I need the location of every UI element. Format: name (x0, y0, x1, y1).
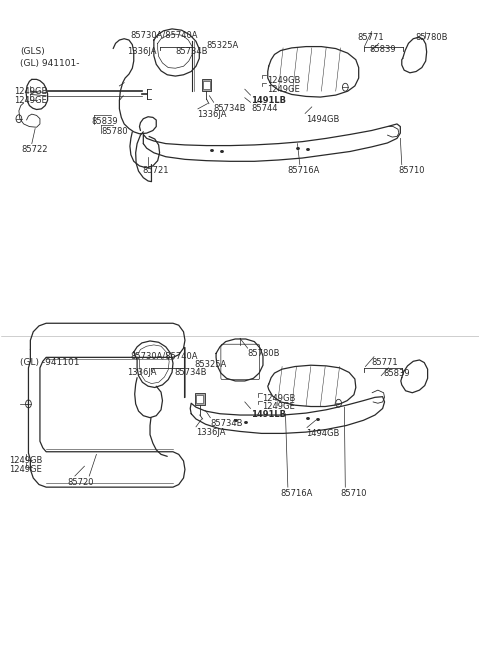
Text: 1491LB: 1491LB (252, 97, 287, 105)
Text: 85730A/85740A: 85730A/85740A (130, 30, 197, 39)
Text: 85716A: 85716A (281, 489, 313, 498)
Text: 85734B: 85734B (174, 368, 206, 377)
Text: 1494GB: 1494GB (306, 115, 339, 124)
Text: 1249GB: 1249GB (267, 76, 300, 85)
Text: 85325A: 85325A (206, 41, 239, 51)
Text: 1249GE: 1249GE (14, 96, 47, 104)
Text: 1249GB: 1249GB (9, 457, 43, 465)
Text: 85730A/85740A: 85730A/85740A (130, 351, 197, 361)
Text: 1494GB: 1494GB (306, 429, 339, 438)
Text: 85780: 85780 (101, 127, 128, 135)
Text: 1249GE: 1249GE (9, 465, 42, 474)
Text: 85734B: 85734B (214, 104, 246, 112)
Text: 85744: 85744 (252, 104, 278, 112)
Text: 85839: 85839 (369, 45, 396, 54)
Text: 85722: 85722 (21, 145, 48, 154)
Text: 85710: 85710 (398, 166, 424, 175)
Text: 85716A: 85716A (288, 166, 320, 175)
FancyBboxPatch shape (221, 344, 260, 380)
Text: (GL) -941101: (GL) -941101 (20, 358, 79, 367)
Text: (GLS)
(GL) 941101-: (GLS) (GL) 941101- (20, 47, 79, 68)
Text: 85839: 85839 (384, 369, 410, 378)
Text: 85839: 85839 (92, 117, 118, 125)
Text: 85721: 85721 (142, 166, 168, 175)
Text: 85710: 85710 (340, 489, 367, 498)
Text: 1249GB: 1249GB (14, 87, 48, 96)
Text: 85771: 85771 (357, 33, 384, 42)
Text: 85325A: 85325A (194, 360, 227, 369)
Text: 85771: 85771 (372, 358, 398, 367)
Text: 85734B: 85734B (210, 419, 243, 428)
Text: 85720: 85720 (68, 478, 94, 487)
Text: 1249GE: 1249GE (263, 402, 295, 411)
Text: 85734B: 85734B (175, 47, 208, 56)
Text: 85780B: 85780B (416, 33, 448, 42)
Bar (196, 396, 203, 403)
Text: 1336JA: 1336JA (197, 110, 227, 119)
Text: 1249GB: 1249GB (263, 394, 296, 403)
Text: 1336JA: 1336JA (196, 428, 226, 437)
Text: 1336JA: 1336JA (128, 368, 157, 377)
Text: 1249GE: 1249GE (267, 85, 300, 93)
Text: 85780B: 85780B (248, 350, 280, 359)
Text: 1491LB: 1491LB (252, 410, 287, 419)
Bar (195, 394, 204, 405)
Text: 1336JA: 1336JA (128, 47, 157, 56)
Bar (203, 81, 210, 89)
Bar (202, 79, 211, 91)
